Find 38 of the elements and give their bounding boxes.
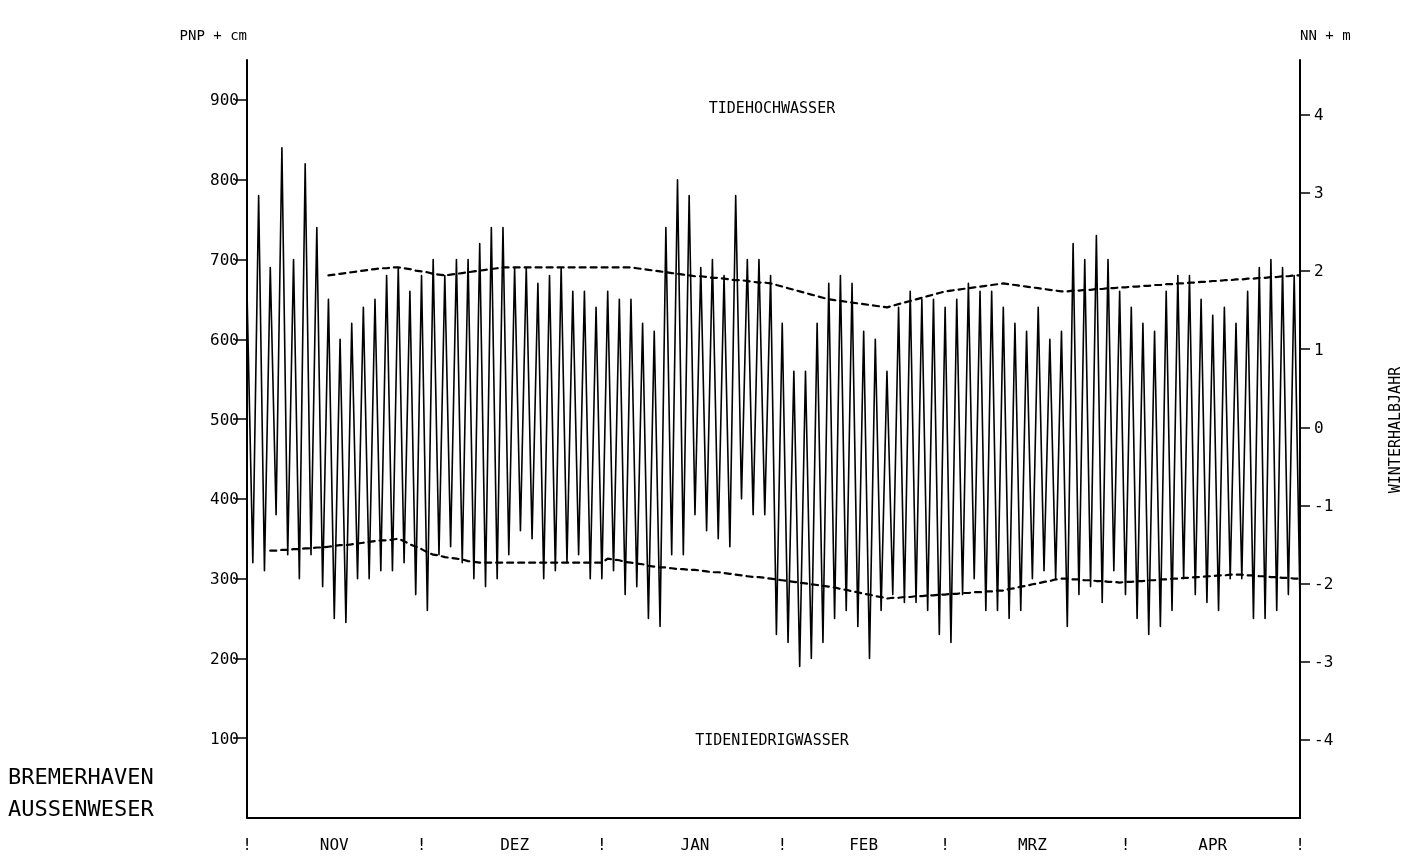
y-tick-label: 300	[210, 569, 239, 589]
y-tick-label: 400	[210, 489, 239, 509]
y2-axis-title: NN + m	[1300, 27, 1351, 43]
text: AUSSENWESER	[8, 795, 155, 821]
x-tick-label: !	[597, 834, 607, 854]
annotation: TIDEHOCHWASSER	[708, 99, 837, 117]
x-tick-label: NOV	[319, 834, 350, 854]
y-axis-title: PNP + cm	[179, 27, 247, 43]
y2-tick-label: -3	[1314, 652, 1334, 672]
y2-tick-label: -1	[1314, 495, 1334, 515]
y-tick-label: 500	[210, 409, 239, 429]
text: WINTERHALBJAHR	[1386, 365, 1404, 494]
y-tick-label: 700	[210, 249, 239, 269]
x-tick-label: !	[940, 834, 950, 854]
x-tick-label: JAN	[680, 834, 710, 854]
x-tick-label: !	[1295, 834, 1305, 854]
y2-tick-label: -4	[1314, 730, 1334, 750]
y2-tick-label: 4	[1314, 105, 1324, 125]
x-tick-label: !	[416, 834, 427, 854]
x-tick-label: !	[777, 834, 788, 854]
y-tick-label: 800	[210, 170, 239, 190]
y2-tick-label: 3	[1314, 183, 1324, 203]
x-tick-label: !	[1120, 834, 1131, 854]
x-tick-label: DEZ	[500, 834, 530, 854]
y2-tick-label: 0	[1314, 417, 1324, 437]
y-tick-label: 100	[210, 728, 239, 748]
y-tick-label: 200	[210, 648, 239, 668]
y-tick-label: 900	[210, 90, 239, 110]
x-tick-label: FEB	[849, 834, 879, 854]
y-tick-label: 600	[210, 329, 239, 349]
y2-tick-label: 2	[1314, 261, 1324, 281]
x-tick-label: APR	[1198, 834, 1228, 854]
text: BREMERHAVEN	[8, 763, 154, 789]
y2-tick-label: 1	[1314, 339, 1324, 359]
x-tick-label: MRZ	[1017, 834, 1048, 854]
annotation: TIDENIEDRIGWASSER	[695, 731, 850, 749]
y2-tick-label: -2	[1314, 574, 1334, 594]
x-tick-label: !	[242, 834, 252, 854]
